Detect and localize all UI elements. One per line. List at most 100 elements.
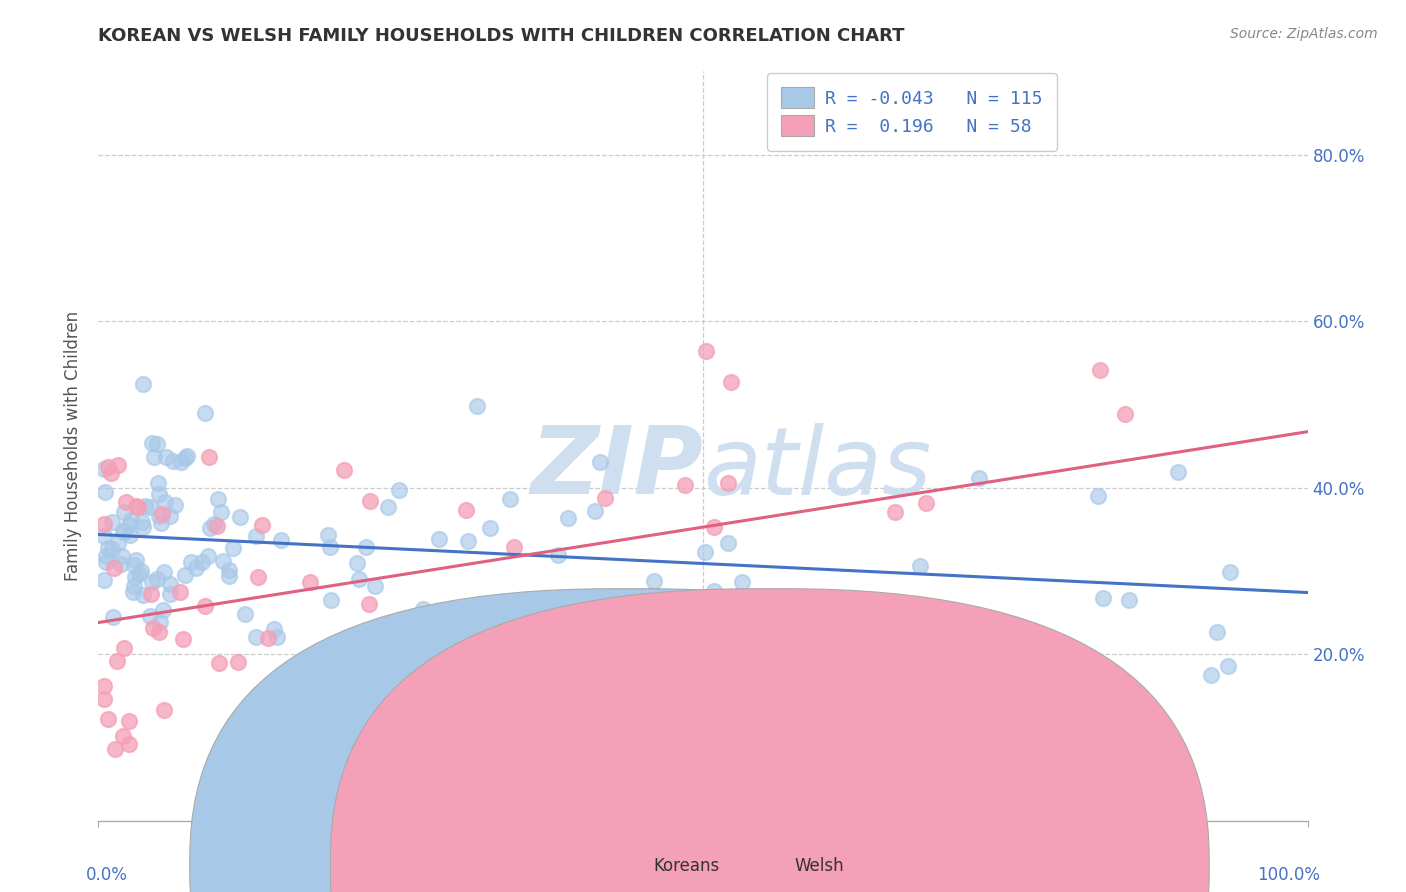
Point xyxy=(290,673,312,688)
Point xyxy=(557,510,579,524)
Point xyxy=(915,496,938,510)
Point xyxy=(174,568,197,582)
Point xyxy=(211,554,233,568)
Point xyxy=(848,668,870,682)
Text: Koreans: Koreans xyxy=(654,857,720,875)
Point xyxy=(110,557,132,571)
Point xyxy=(547,548,569,562)
Point xyxy=(101,609,124,624)
Point xyxy=(112,524,135,539)
Point xyxy=(150,508,173,522)
Point xyxy=(205,519,228,533)
Point xyxy=(142,621,165,635)
Point xyxy=(107,458,129,472)
Text: ZIP: ZIP xyxy=(530,423,703,515)
Point xyxy=(245,529,267,543)
Point xyxy=(93,461,115,475)
Point xyxy=(111,729,134,743)
Point xyxy=(118,714,141,729)
Text: 0.0%: 0.0% xyxy=(86,865,128,884)
Point xyxy=(132,377,155,392)
Point xyxy=(152,565,174,579)
Point xyxy=(319,592,342,607)
Point xyxy=(218,569,240,583)
Point xyxy=(122,585,145,599)
Text: atlas: atlas xyxy=(703,423,931,514)
Point xyxy=(141,435,163,450)
Point xyxy=(226,656,249,670)
Point xyxy=(148,508,170,523)
Point xyxy=(93,516,115,531)
Point xyxy=(427,532,450,546)
Point xyxy=(118,517,141,532)
Point xyxy=(245,630,267,644)
Point xyxy=(1219,565,1241,579)
Point xyxy=(146,475,169,490)
Point xyxy=(368,631,391,645)
Point xyxy=(354,540,377,554)
Point xyxy=(1092,591,1115,605)
Point xyxy=(695,343,717,358)
Point xyxy=(593,491,616,505)
Point xyxy=(145,572,167,586)
Point xyxy=(209,505,232,519)
Point xyxy=(143,450,166,465)
Point xyxy=(162,454,184,468)
Point xyxy=(180,555,202,569)
Point xyxy=(128,567,150,582)
Point xyxy=(176,449,198,463)
Point xyxy=(169,454,191,468)
Point xyxy=(703,584,725,599)
Point xyxy=(97,712,120,726)
Point xyxy=(139,609,162,624)
Point xyxy=(208,656,231,670)
Point xyxy=(94,555,117,569)
Point xyxy=(673,478,696,492)
Point xyxy=(1118,593,1140,607)
Point xyxy=(703,520,725,534)
Point xyxy=(717,475,740,490)
Y-axis label: Family Households with Children: Family Households with Children xyxy=(63,311,82,581)
Point xyxy=(134,500,156,514)
Point xyxy=(229,509,252,524)
Point xyxy=(194,406,217,420)
Point xyxy=(132,520,155,534)
Point xyxy=(153,702,176,716)
Point xyxy=(257,631,280,645)
Point xyxy=(197,549,219,563)
Point xyxy=(1206,624,1229,639)
Point xyxy=(965,632,987,647)
Point xyxy=(141,587,163,601)
Point xyxy=(101,516,124,530)
Point xyxy=(112,524,135,539)
Point xyxy=(364,579,387,593)
Point xyxy=(131,515,153,529)
Point xyxy=(247,570,270,584)
Point xyxy=(100,467,122,481)
Point xyxy=(198,521,221,535)
Point xyxy=(717,536,740,550)
Point xyxy=(104,742,127,756)
Point xyxy=(250,518,273,533)
Point xyxy=(103,561,125,575)
Point xyxy=(612,629,634,643)
Point xyxy=(148,487,170,501)
Point xyxy=(155,450,177,464)
Point xyxy=(298,575,321,590)
Point xyxy=(1216,659,1239,673)
Point xyxy=(620,608,643,623)
Point xyxy=(1114,407,1136,421)
Point xyxy=(908,558,931,573)
Point xyxy=(184,560,207,574)
Point xyxy=(333,463,356,477)
Legend: R = -0.043   N = 115, R =  0.196   N = 58: R = -0.043 N = 115, R = 0.196 N = 58 xyxy=(768,73,1057,151)
Point xyxy=(319,540,342,554)
Text: Source: ZipAtlas.com: Source: ZipAtlas.com xyxy=(1230,27,1378,41)
Point xyxy=(266,630,288,644)
Point xyxy=(159,587,181,601)
Point xyxy=(93,529,115,543)
Point xyxy=(1167,465,1189,479)
Point xyxy=(316,528,339,542)
Point xyxy=(731,575,754,590)
Point xyxy=(465,399,488,413)
